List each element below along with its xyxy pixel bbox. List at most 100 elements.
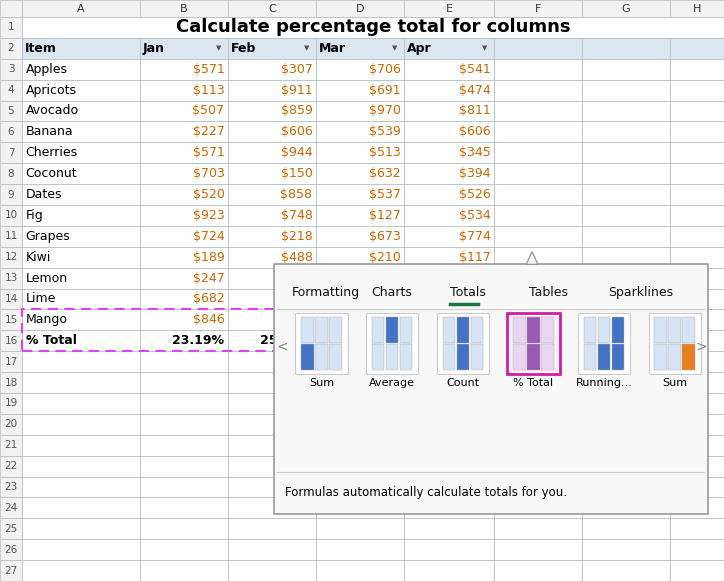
Text: $724: $724 <box>193 230 224 243</box>
Text: 1: 1 <box>8 23 14 33</box>
Text: % Total: % Total <box>513 378 554 389</box>
Text: Apr: Apr <box>407 42 432 55</box>
Text: $345: $345 <box>458 146 490 159</box>
Text: $923: $923 <box>193 209 224 222</box>
Text: $534: $534 <box>458 209 490 222</box>
Text: Coconut: Coconut <box>25 167 77 180</box>
Text: Formulas automatically calculate totals for you.: Formulas automatically calculate totals … <box>285 486 567 498</box>
Text: 3: 3 <box>8 64 14 74</box>
Text: $127: $127 <box>369 209 400 222</box>
Text: $189: $189 <box>193 251 224 264</box>
Text: $606: $606 <box>281 125 312 138</box>
Text: $520: $520 <box>193 188 224 201</box>
Text: Grapes: Grapes <box>25 230 70 243</box>
Text: $860: $860 <box>369 292 400 306</box>
Text: 26.47%: 26.47% <box>348 334 400 347</box>
Text: 24.96%: 24.96% <box>438 334 490 347</box>
Text: ▼: ▼ <box>304 45 309 51</box>
Text: $859: $859 <box>280 105 312 117</box>
Text: 16: 16 <box>4 336 17 346</box>
Text: 17: 17 <box>4 357 17 367</box>
Text: $606: $606 <box>458 125 490 138</box>
Text: 5: 5 <box>8 106 14 116</box>
Text: $970: $970 <box>369 105 400 117</box>
Text: ▼: ▼ <box>482 45 487 51</box>
Text: $488: $488 <box>280 251 312 264</box>
Text: $558: $558 <box>369 271 400 285</box>
Text: 9: 9 <box>8 189 14 199</box>
Text: $150: $150 <box>280 167 312 180</box>
Text: 24: 24 <box>4 503 17 513</box>
Text: $911: $911 <box>281 84 312 96</box>
Text: Avocado: Avocado <box>25 105 79 117</box>
Text: 25: 25 <box>4 524 17 534</box>
Text: ⚡: ⚡ <box>525 336 532 346</box>
Text: $682: $682 <box>193 292 224 306</box>
Text: Kiwi: Kiwi <box>25 251 51 264</box>
Text: 11: 11 <box>4 231 17 241</box>
Text: $838: $838 <box>458 313 490 327</box>
Text: $218: $218 <box>281 230 312 243</box>
Text: Apples: Apples <box>25 63 67 76</box>
Text: 6: 6 <box>8 127 14 137</box>
Text: $341: $341 <box>281 271 312 285</box>
Text: 8: 8 <box>8 168 14 179</box>
Text: $571: $571 <box>193 63 224 76</box>
Text: 20: 20 <box>4 419 17 429</box>
Text: $571: $571 <box>193 146 224 159</box>
Text: $729: $729 <box>458 271 490 285</box>
Text: % Total: % Total <box>25 334 77 347</box>
Text: 22: 22 <box>4 461 17 471</box>
Text: B: B <box>180 3 188 13</box>
Text: $703: $703 <box>193 167 224 180</box>
Text: Jan: Jan <box>143 42 165 55</box>
Text: Sum: Sum <box>662 378 687 389</box>
Text: 12: 12 <box>4 252 17 262</box>
Text: >: > <box>695 339 707 354</box>
Text: $117: $117 <box>458 251 490 264</box>
Text: D: D <box>355 3 364 13</box>
Text: Dates: Dates <box>25 188 62 201</box>
Text: $691: $691 <box>369 84 400 96</box>
Text: Calculate percentage total for columns: Calculate percentage total for columns <box>176 19 571 37</box>
Text: 13: 13 <box>4 273 17 283</box>
Text: $539: $539 <box>369 125 400 138</box>
Text: $307: $307 <box>280 63 312 76</box>
Text: Formatting: Formatting <box>292 286 360 299</box>
Text: $858: $858 <box>280 188 312 201</box>
Text: $113: $113 <box>193 84 224 96</box>
Text: 14: 14 <box>4 294 17 304</box>
Text: $748: $748 <box>280 209 312 222</box>
Text: 10: 10 <box>4 210 17 220</box>
Text: 2: 2 <box>8 44 14 53</box>
Text: Lemon: Lemon <box>25 271 68 285</box>
Text: $771: $771 <box>369 313 400 327</box>
Text: 7: 7 <box>8 148 14 158</box>
Text: 19: 19 <box>4 399 17 408</box>
Text: A: A <box>77 3 85 13</box>
Text: 23.19%: 23.19% <box>172 334 224 347</box>
Text: Banana: Banana <box>25 125 73 138</box>
Text: $513: $513 <box>369 146 400 159</box>
Text: Running...: Running... <box>576 378 633 389</box>
Text: $247: $247 <box>193 271 224 285</box>
Text: $526: $526 <box>458 188 490 201</box>
Text: 27: 27 <box>4 565 17 576</box>
Text: Sum: Sum <box>309 378 334 389</box>
Text: $630: $630 <box>281 313 312 327</box>
Text: $846: $846 <box>193 313 224 327</box>
Text: $944: $944 <box>281 146 312 159</box>
Text: $653: $653 <box>458 292 490 306</box>
Text: $673: $673 <box>369 230 400 243</box>
Text: Charts: Charts <box>371 286 412 299</box>
Text: 18: 18 <box>4 378 17 388</box>
Text: Item: Item <box>25 42 56 55</box>
Text: 26: 26 <box>4 544 17 555</box>
Text: Mango: Mango <box>25 313 67 327</box>
Text: $474: $474 <box>458 84 490 96</box>
Text: 15: 15 <box>4 315 17 325</box>
Text: F: F <box>535 3 541 13</box>
Text: $541: $541 <box>458 63 490 76</box>
Text: $394: $394 <box>459 167 490 180</box>
Text: $210: $210 <box>369 251 400 264</box>
